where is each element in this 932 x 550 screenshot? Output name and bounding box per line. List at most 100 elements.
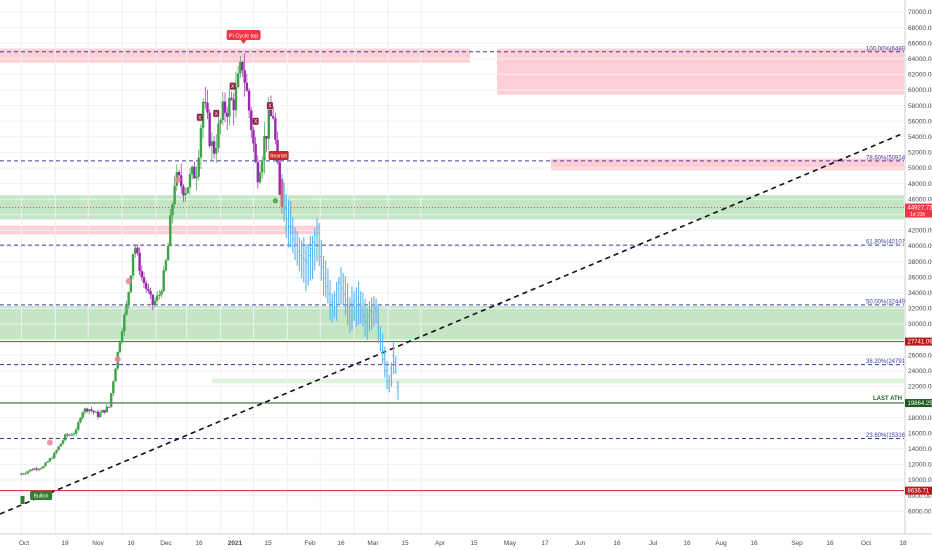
x-marker <box>196 113 203 121</box>
candle-body <box>68 434 71 436</box>
price-tag-value: 27741.09 <box>908 340 932 346</box>
y-tick-label: 26000.00 <box>908 352 932 359</box>
candle-body <box>252 130 255 144</box>
bullish-tag <box>30 491 53 500</box>
candle-body <box>22 473 25 475</box>
y-tick-label: 6000.00 <box>908 508 932 515</box>
candle-body <box>66 434 69 436</box>
y-tick-label: 12000.00 <box>908 462 932 469</box>
fib-level-label: 78.60%(50914.17) <box>866 155 915 161</box>
candle-body <box>120 331 124 343</box>
price-tag-countdown: 1d 23h <box>910 212 926 218</box>
candle-body <box>201 101 205 128</box>
x-tick-label: 19 <box>61 540 69 547</box>
candle-body <box>234 87 238 111</box>
bullish-label: Bullish <box>34 494 49 500</box>
candle-body <box>61 440 65 444</box>
y-tick-label: 36000.00 <box>908 274 932 281</box>
candle-body <box>20 473 23 475</box>
x-tick-label: Jul <box>649 540 658 547</box>
y-tick-label: 38000.00 <box>908 259 932 266</box>
candle-body <box>57 446 60 451</box>
x-tick-label: 16 <box>337 540 345 547</box>
x-tick-label: 18 <box>899 540 907 547</box>
candle-body <box>184 193 187 196</box>
y-tick-label: 52000.00 <box>908 150 932 157</box>
pi-cycle-tag <box>226 30 261 40</box>
y-tick-label: 16000.00 <box>908 430 932 437</box>
x-tick-label: May <box>504 540 517 547</box>
candle-body <box>169 215 172 247</box>
y-tick-label: 34000.00 <box>908 290 932 297</box>
x-tick-label: 2021 <box>228 540 243 547</box>
candle-body <box>59 443 63 447</box>
candle-body <box>247 90 251 111</box>
candle-body <box>127 292 130 305</box>
y-tick-label: 22000.00 <box>908 384 932 391</box>
candle-body <box>101 410 104 413</box>
x-marker-label: X <box>254 119 258 125</box>
candle-body <box>50 458 54 460</box>
x-marker-label: X <box>198 115 202 121</box>
candle-body <box>269 109 273 117</box>
y-tick-label: 58000.00 <box>908 103 932 110</box>
bearish-tag <box>268 151 289 160</box>
x-marker-label: X <box>231 84 235 90</box>
candle-body <box>142 277 146 284</box>
candles <box>20 53 399 475</box>
candle-body <box>103 410 106 413</box>
y-tick-label: 64000.00 <box>908 56 932 63</box>
candle-body <box>28 469 32 472</box>
last-ath-label: LAST ATH <box>873 396 902 402</box>
pi-cycle-label: Pi Cycle top <box>229 34 258 40</box>
y-tick-label: 14000.00 <box>908 446 932 453</box>
candle-body <box>136 247 139 253</box>
y-tick-label: 30000.00 <box>908 321 932 328</box>
candle-body <box>74 429 78 434</box>
candle-body <box>151 294 154 306</box>
x-marker <box>229 82 236 90</box>
candle-body <box>193 166 196 179</box>
x-tick-label: 17 <box>541 540 549 547</box>
fib-level-label: 100.00%(64898.56) <box>866 46 919 52</box>
x-tick-label: Oct <box>19 540 29 547</box>
candle-body <box>26 471 30 474</box>
y-axis-bg <box>905 0 932 550</box>
y-tick-label: 70000.00 <box>908 9 932 16</box>
signal-circle <box>174 176 181 183</box>
candle-body <box>180 175 183 187</box>
candle-body <box>232 99 235 111</box>
candle-body <box>140 271 144 278</box>
candle-body <box>190 166 194 175</box>
trendline <box>0 132 905 515</box>
candle-body <box>144 283 148 289</box>
candle-body <box>197 157 200 177</box>
y-tick-label: 42000.00 <box>908 228 932 235</box>
annotations: Pi Cycle top Bearish Bullish X X X X X LAST ATH <box>20 30 902 504</box>
candle-body <box>173 185 176 205</box>
price-tag <box>905 203 932 218</box>
candle-body <box>129 275 133 293</box>
candle-body <box>188 174 192 188</box>
candle-body <box>278 162 281 195</box>
y-tick-label: 66000.00 <box>908 40 932 47</box>
candle-body <box>79 417 82 423</box>
candle-body <box>217 123 220 149</box>
x-tick-label: 16 <box>750 540 758 547</box>
price-tag-value: 8636.71 <box>908 489 930 495</box>
candle-body <box>212 141 216 154</box>
candle-body <box>177 172 181 176</box>
price-tag <box>905 337 932 346</box>
candle-body <box>219 120 222 124</box>
trendline <box>0 132 905 515</box>
x-tick-label: 15 <box>264 540 272 547</box>
x-marker-label: X <box>215 111 219 117</box>
candle-body <box>241 61 244 71</box>
candle-body <box>215 148 218 154</box>
x-tick-label: Aug <box>715 540 727 547</box>
resistance-zone <box>551 158 904 171</box>
candle-body <box>158 294 161 296</box>
y-tick-label: 50000.00 <box>908 165 932 172</box>
x-tick-label: Apr <box>435 540 446 547</box>
candle-body <box>35 468 38 470</box>
